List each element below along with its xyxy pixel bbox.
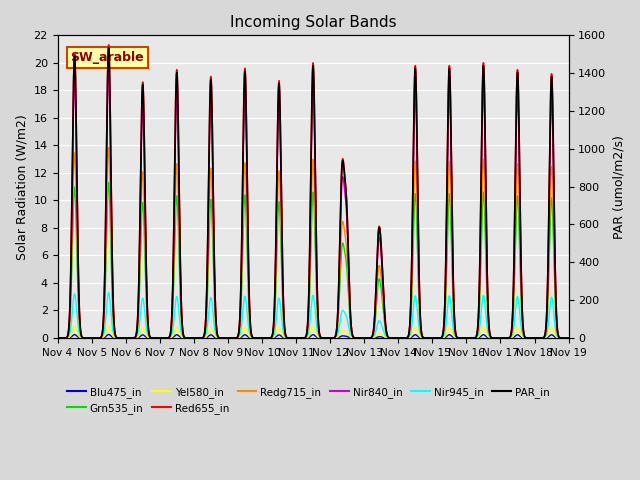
Legend: Blu475_in, Grn535_in, Yel580_in, Red655_in, Redg715_in, Nir840_in, Nir945_in, PA: Blu475_in, Grn535_in, Yel580_in, Red655_…	[63, 383, 554, 418]
Y-axis label: PAR (umol/m2/s): PAR (umol/m2/s)	[612, 135, 625, 239]
Text: SW_arable: SW_arable	[70, 51, 144, 64]
Y-axis label: Solar Radiation (W/m2): Solar Radiation (W/m2)	[15, 114, 28, 260]
Title: Incoming Solar Bands: Incoming Solar Bands	[230, 15, 396, 30]
